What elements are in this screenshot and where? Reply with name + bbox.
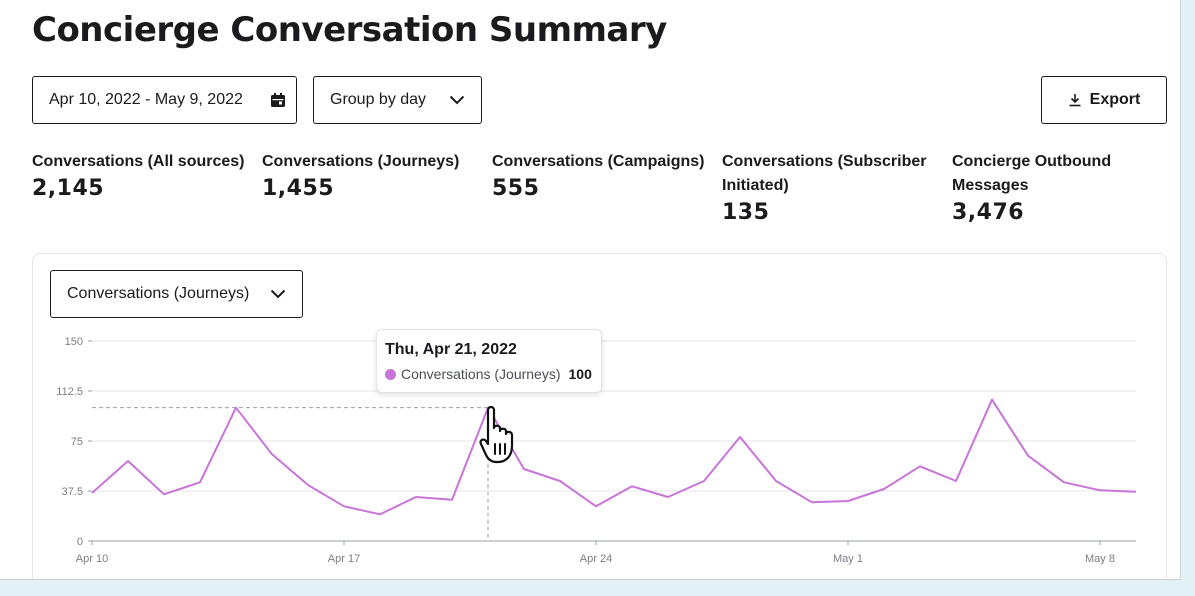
hand-pointer-icon [476, 404, 532, 473]
calendar-icon [270, 92, 286, 108]
export-label: Export [1089, 91, 1141, 108]
stat-value: 3,476 [952, 200, 1025, 225]
group-by-value: Group by day [330, 91, 427, 108]
tooltip-value: 100 [568, 366, 592, 382]
stat-label: Concierge Outbound Messages [952, 153, 1112, 194]
stat-label: Conversations (Subscriber Initiated) [722, 153, 927, 194]
group-by-select[interactable]: Group by day [313, 76, 482, 124]
chevron-down-icon [449, 95, 465, 105]
tooltip-date: Thu, Apr 21, 2022 [385, 341, 517, 358]
stat-outbound-messages: Concierge Outbound Messages 3,476 [952, 150, 1152, 228]
date-range-value: Apr 10, 2022 - May 9, 2022 [49, 91, 243, 108]
y-tick-label: 0 [77, 536, 83, 548]
stat-value: 555 [492, 176, 540, 201]
stat-journeys: Conversations (Journeys) 1,455 [262, 150, 487, 204]
stat-label: Conversations (Journeys) [262, 153, 460, 170]
y-tick-label: 150 [65, 336, 83, 348]
summary-page: Concierge Conversation Summary Apr 10, 2… [0, 0, 1181, 580]
line-chart[interactable]: 0 37.5 75 112.5 150 Apr 10 Apr 17 Apr 24 May 1 Ma… [0, 0, 1181, 580]
stat-label: Conversations (Campaigns) [492, 153, 705, 170]
stat-value: 135 [722, 200, 770, 225]
download-icon [1068, 93, 1082, 107]
page-title: Concierge Conversation Summary [32, 10, 667, 50]
tooltip-series: Conversations (Journeys) [401, 366, 561, 382]
chevron-down-icon [270, 289, 286, 299]
stat-value: 2,145 [32, 176, 105, 201]
export-button[interactable]: Export [1041, 76, 1167, 124]
stat-campaigns: Conversations (Campaigns) 555 [492, 150, 717, 204]
series-line [91, 398, 1137, 516]
stat-label: Conversations (All sources) [32, 153, 245, 170]
stat-subscriber-initiated: Conversations (Subscriber Initiated) 135 [722, 150, 937, 228]
y-tick-label: 112.5 [56, 386, 83, 398]
metric-select-value: Conversations (Journeys) [67, 285, 250, 302]
chart-card: Conversations (Journeys) [32, 253, 1167, 579]
y-tick-label: 75 [71, 436, 83, 448]
x-tick-label: Apr 17 [328, 553, 360, 565]
tooltip-row: Conversations (Journeys) 100 [385, 366, 593, 382]
stat-all-sources: Conversations (All sources) 2,145 [32, 150, 257, 204]
y-tick-label: 37.5 [62, 486, 83, 498]
metric-select[interactable]: Conversations (Journeys) [50, 270, 303, 318]
x-tick-label: May 8 [1085, 553, 1115, 565]
chart-tooltip: Thu, Apr 21, 2022 Conversations (Journey… [376, 329, 602, 393]
series-color-dot [385, 368, 396, 380]
stat-value: 1,455 [262, 176, 335, 201]
x-tick-label: Apr 10 [76, 553, 108, 565]
x-tick-label: May 1 [833, 553, 863, 565]
x-tick-label: Apr 24 [580, 553, 612, 565]
date-range-picker[interactable]: Apr 10, 2022 - May 9, 2022 [32, 76, 297, 124]
